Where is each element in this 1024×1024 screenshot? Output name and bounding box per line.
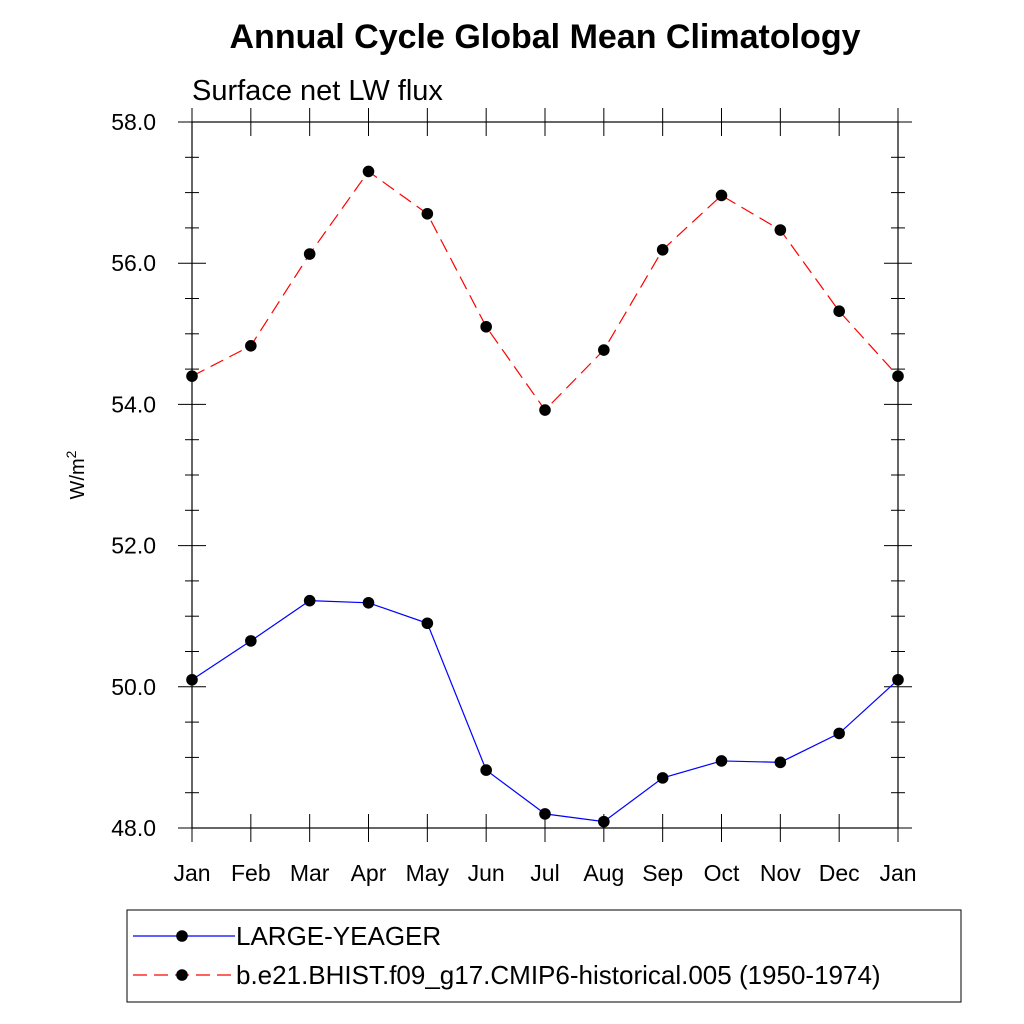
- y-tick-label: 48.0: [111, 815, 156, 841]
- data-point: [303, 594, 316, 607]
- legend-marker-2: [176, 969, 188, 981]
- data-point: [774, 224, 787, 236]
- data-point: [480, 764, 492, 776]
- x-tick-label: Jan: [173, 860, 210, 886]
- data-point: [480, 320, 492, 333]
- legend-entry-2: b.e21.BHIST.f09_g17.CMIP6-historical.005…: [236, 960, 881, 990]
- data-point: [598, 344, 610, 356]
- x-tick-label: Oct: [704, 860, 740, 886]
- x-tick-label: Jun: [468, 860, 505, 886]
- y-tick-label: 52.0: [111, 533, 156, 559]
- chart-title: Annual Cycle Global Mean Climatology: [230, 18, 861, 56]
- legend-marker-1: [176, 930, 188, 942]
- x-tick-label: Feb: [231, 860, 271, 886]
- legend-box: [126, 909, 962, 1003]
- x-tick-label: Sep: [642, 860, 683, 886]
- data-point: [245, 635, 257, 647]
- y-tick-label: 50.0: [111, 674, 156, 700]
- data-point: [421, 207, 434, 220]
- x-tick-label: Apr: [351, 860, 387, 886]
- data-point: [715, 189, 728, 202]
- y-axis-label-base: W/m: [67, 458, 89, 499]
- data-point: [362, 165, 375, 178]
- series-line-2: [191, 170, 899, 411]
- axis-ticks: [178, 108, 912, 842]
- data-point: [833, 305, 845, 318]
- data-point: [539, 808, 551, 820]
- x-tick-label: Aug: [583, 860, 624, 886]
- data-point: [656, 772, 669, 784]
- data-point: [245, 340, 257, 352]
- chart-subtitle: Surface net LW flux: [192, 75, 443, 107]
- data-point: [362, 596, 375, 609]
- y-axis-label-superscript: 2: [63, 450, 79, 458]
- data-point: [715, 755, 728, 767]
- x-tick-label: May: [406, 860, 450, 886]
- data-point: [539, 404, 551, 416]
- legend: LARGE-YEAGER b.e21.BHIST.f09_g17.CMIP6-hi…: [126, 909, 962, 1003]
- plot-frame: [191, 121, 899, 829]
- data-point: [303, 248, 316, 260]
- tick-labels: Jan Feb Mar Apr May Jun Jul Aug Sep Oct Nov Dec Jan 4…: [111, 109, 916, 886]
- x-tick-label: Jul: [530, 860, 559, 886]
- x-tick-label: Mar: [290, 860, 330, 886]
- data-point: [598, 815, 610, 828]
- x-tick-label: Nov: [760, 860, 801, 886]
- legend-entry-1: LARGE-YEAGER: [236, 921, 441, 951]
- x-tick-label: Dec: [819, 860, 860, 886]
- series-markers: [186, 165, 904, 828]
- y-tick-label: 58.0: [111, 109, 156, 135]
- series-line-1: [191, 600, 899, 823]
- data-point: [656, 243, 669, 256]
- y-axis-label: W/m2: [63, 450, 89, 499]
- y-tick-label: 54.0: [111, 391, 156, 417]
- data-point: [421, 617, 434, 630]
- y-tick-label: 56.0: [111, 250, 156, 276]
- x-tick-label: Jan: [879, 860, 916, 886]
- series-lines: [191, 170, 899, 823]
- data-point: [774, 756, 787, 769]
- data-point: [833, 727, 845, 740]
